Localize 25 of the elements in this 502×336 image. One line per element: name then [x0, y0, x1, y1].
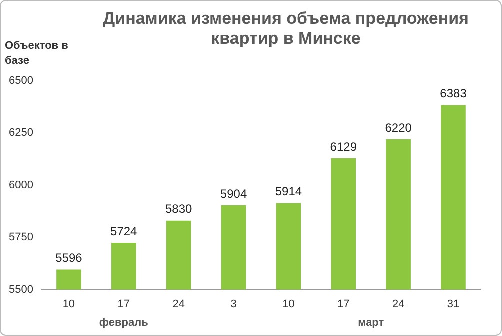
data-label: 5596	[56, 251, 83, 266]
text: март	[358, 317, 384, 329]
data-label: 5914	[275, 184, 302, 199]
data-label: 5724	[110, 224, 138, 238]
data-label: 5904	[220, 186, 248, 201]
chart-title: Динамика изменения объема предложения квартир в Минске	[102, 9, 470, 49]
x-tick-label: 17	[118, 298, 130, 310]
data-label: 5830	[165, 202, 192, 216]
x-tick-label: 31	[447, 298, 460, 310]
x-tick-label: 10	[282, 298, 295, 310]
x-tick-label: 24	[172, 298, 185, 310]
y-tick-label: 6000	[8, 179, 34, 192]
text: февраль	[99, 317, 148, 329]
y-tick-label: 5750	[8, 232, 34, 244]
data-label: 6220	[385, 120, 412, 135]
y-axis-title: Объектов в базе	[5, 39, 70, 69]
x-tick-label: 17	[338, 298, 350, 310]
data-label: 6129	[330, 140, 358, 154]
y-tick-label: 6250	[8, 127, 34, 140]
y-tick-label: 6500	[8, 75, 34, 88]
x-tick-label: 3	[230, 298, 237, 310]
x-tick-label: 24	[392, 298, 405, 310]
y-tick-label: 5500	[8, 284, 34, 296]
data-label: 6383	[440, 86, 468, 101]
x-tick-label: 10	[62, 298, 76, 310]
